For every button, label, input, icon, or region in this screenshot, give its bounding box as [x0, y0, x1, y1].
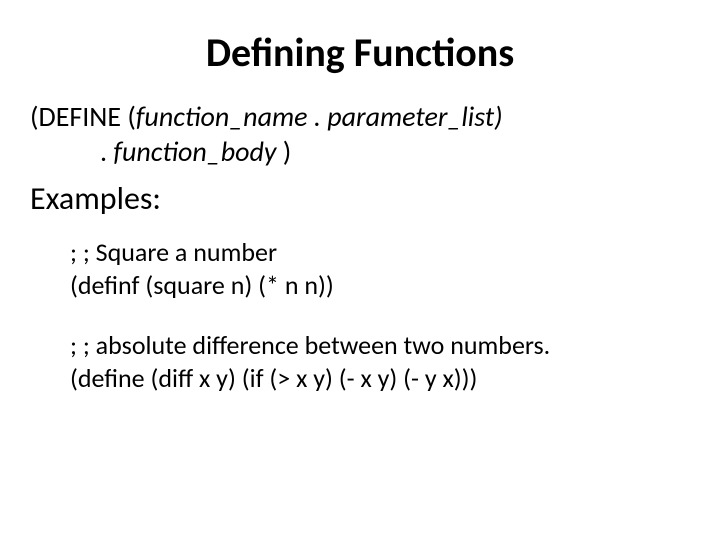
syntax-italic-1: function_name . parameter_list) — [136, 99, 503, 134]
syntax-suffix-2: ) — [276, 134, 291, 169]
syntax-italic-2: function_body — [113, 134, 276, 169]
slide: Defining Functions (DEFINE (function_nam… — [0, 0, 720, 540]
syntax-prefix-2: . — [100, 134, 113, 169]
example-1-code: (definf (square n) (* n n)) — [70, 269, 690, 302]
example-block-2: ; ; absolute difference between two numb… — [70, 329, 690, 394]
example-2-comment: ; ; absolute difference between two numb… — [70, 329, 690, 362]
syntax-line-1: (DEFINE (function_name . parameter_list) — [30, 99, 690, 134]
examples-heading: Examples: — [30, 179, 690, 218]
syntax-line-2: . function_body ) — [100, 134, 690, 169]
syntax-prefix-1: (DEFINE ( — [30, 99, 136, 134]
example-2-code: (define (diff x y) (if (> x y) (- x y) (… — [70, 362, 690, 395]
example-block-1: ; ; Square a number (definf (square n) (… — [70, 236, 690, 301]
example-1-comment: ; ; Square a number — [70, 236, 690, 269]
slide-title: Defining Functions — [30, 28, 690, 77]
